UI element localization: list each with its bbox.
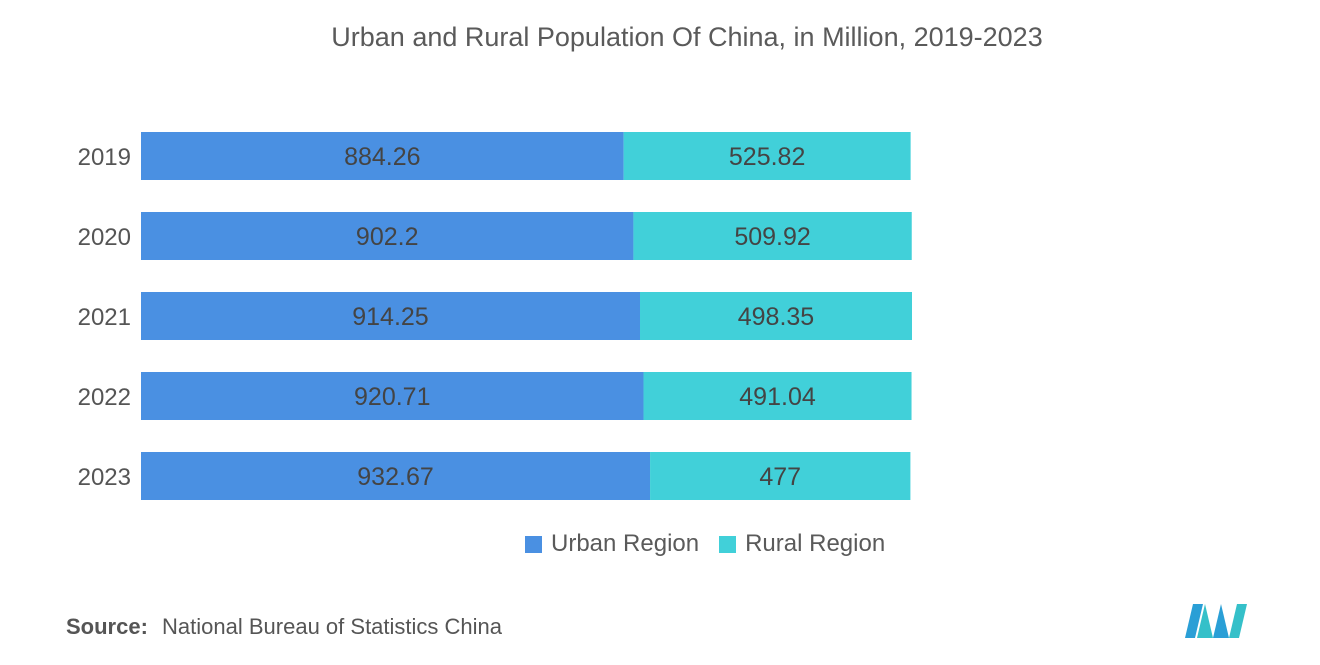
legend: Urban Region Rural Region: [525, 530, 905, 558]
data-label-rural-2022: 491.04: [739, 383, 816, 411]
data-label-rural-2023: 477: [759, 463, 801, 491]
y-tick-label-2019: 2019: [78, 144, 131, 171]
data-label-urban-2022: 920.71: [354, 383, 430, 411]
legend-swatch-urban: [525, 535, 542, 553]
bar-rural-2023: [650, 452, 911, 500]
brand-logo-icon: [1185, 604, 1247, 638]
chart-title: Urban and Rural Population Of China, in …: [331, 22, 1043, 52]
data-label-urban-2020: 902.2: [356, 223, 419, 251]
data-label-rural-2020: 509.92: [734, 223, 810, 251]
data-label-urban-2021: 914.25: [352, 303, 428, 331]
bar-urban-2019: [141, 132, 624, 180]
data-label-urban-2023: 932.67: [357, 463, 433, 491]
bar-rural-2019: [623, 132, 911, 180]
legend-item-urban: Urban Region: [525, 530, 699, 558]
y-tick-label-2023: 2023: [78, 464, 131, 491]
bar-rural-2020: [633, 212, 912, 260]
bar-urban-2023: [141, 452, 651, 500]
legend-item-rural: Rural Region: [719, 530, 885, 558]
data-label-rural-2021: 498.35: [738, 303, 814, 331]
legend-label-urban: Urban Region: [551, 530, 700, 557]
y-tick-label-2022: 2022: [78, 384, 131, 411]
source-label: Source:: [66, 614, 148, 639]
data-label-urban-2019: 884.26: [344, 143, 420, 171]
bar-rural-2021: [639, 292, 912, 340]
legend-label-rural: Rural Region: [745, 530, 886, 557]
y-tick-label-2021: 2021: [78, 304, 131, 331]
bar-urban-2020: [141, 212, 634, 260]
bar-urban-2021: [141, 292, 640, 340]
bar-urban-2022: [141, 372, 644, 420]
source-text: National Bureau of Statistics China: [162, 614, 503, 639]
legend-swatch-rural: [719, 535, 737, 553]
y-tick-label-2020: 2020: [78, 224, 131, 251]
data-label-rural-2019: 525.82: [729, 143, 805, 171]
source-note: Source: National Bureau of Statistics Ch…: [66, 614, 502, 640]
bar-rural-2022: [643, 372, 912, 420]
